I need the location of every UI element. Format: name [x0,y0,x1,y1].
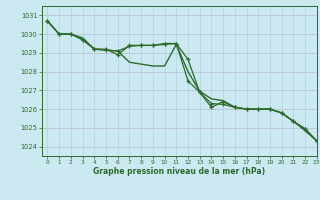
X-axis label: Graphe pression niveau de la mer (hPa): Graphe pression niveau de la mer (hPa) [93,167,265,176]
